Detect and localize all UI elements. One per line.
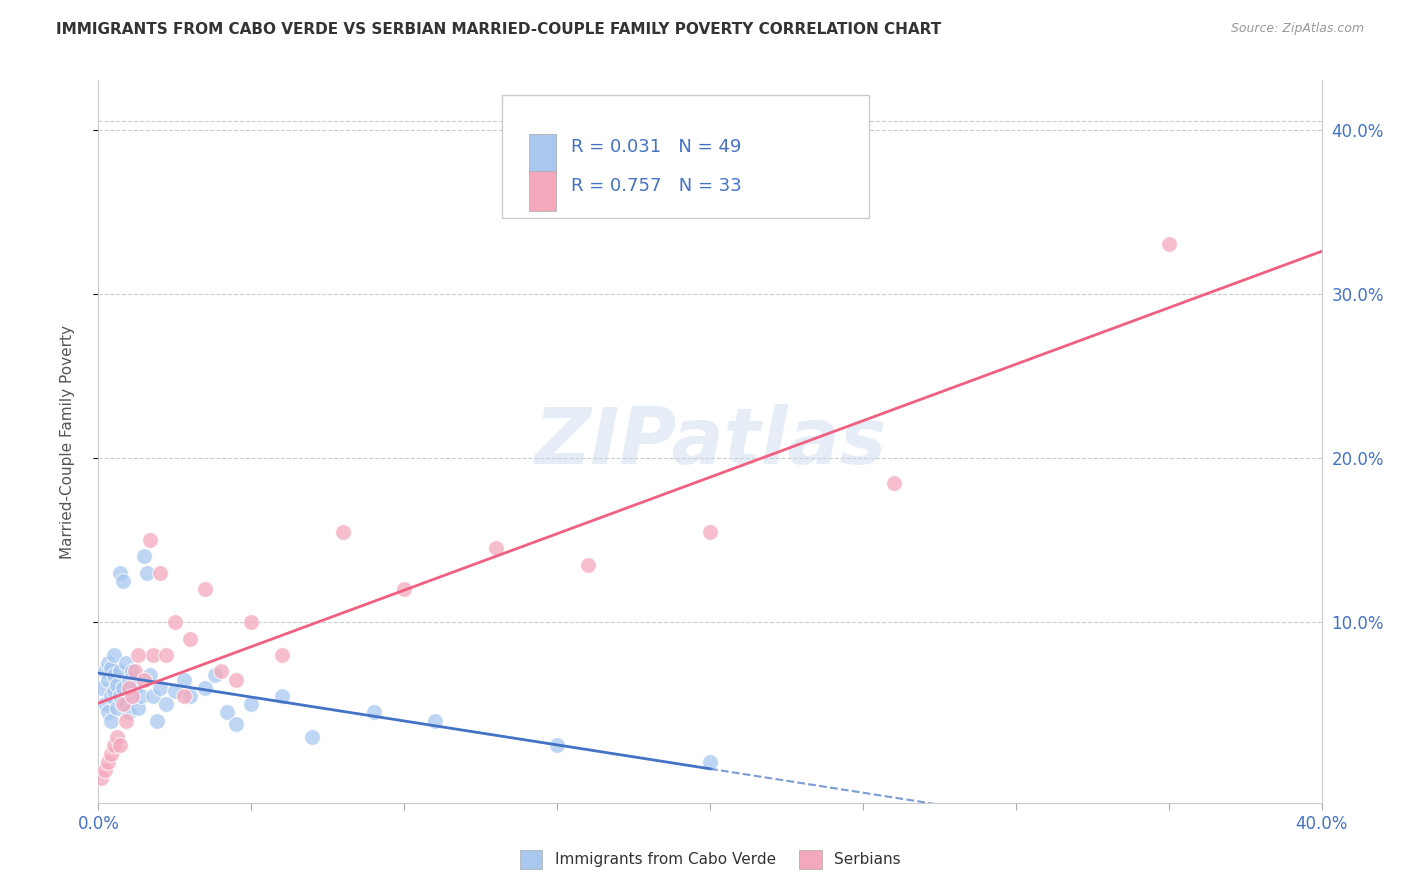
Text: R = 0.031   N = 49: R = 0.031 N = 49 [571,138,741,156]
FancyBboxPatch shape [529,134,555,174]
Point [173,689,195,703]
Legend: Immigrants from Cabo Verde, Serbians: Immigrants from Cabo Verde, Serbians [513,844,907,875]
Text: IMMIGRANTS FROM CABO VERDE VS SERBIAN MARRIED-COUPLE FAMILY POVERTY CORRELATION : IMMIGRANTS FROM CABO VERDE VS SERBIAN MA… [56,22,942,37]
Point [142,648,165,662]
Point [100,689,122,703]
Point [105,730,128,744]
Text: Source: ZipAtlas.com: Source: ZipAtlas.com [1230,22,1364,36]
Point [209,665,232,679]
Point [155,698,177,712]
Text: ZIPatlas: ZIPatlas [534,403,886,480]
Point [225,717,247,731]
Point [129,689,152,703]
Point [105,700,128,714]
Text: R = 0.757   N = 33: R = 0.757 N = 33 [571,178,741,195]
Point [127,648,149,662]
Point [149,681,172,695]
Point [270,648,292,662]
Point [194,681,217,695]
Point [145,714,167,728]
Point [111,681,134,695]
Point [179,632,201,646]
Point [883,475,905,490]
Point [97,673,120,687]
Y-axis label: Married-Couple Family Poverty: Married-Couple Family Poverty [60,325,75,558]
Point [136,566,159,580]
Point [270,689,292,703]
Point [134,549,156,564]
Point [90,771,112,785]
Point [108,689,131,703]
Point [103,648,125,662]
Point [225,673,247,687]
Point [127,700,149,714]
Point [194,582,217,597]
Point [363,706,385,720]
Point [240,615,263,630]
FancyBboxPatch shape [529,171,555,211]
Point [179,689,201,703]
Point [100,714,122,728]
Point [93,698,115,712]
Point [485,541,508,556]
Point [115,698,138,712]
Point [108,566,131,580]
Point [115,657,138,671]
Point [93,665,115,679]
Point [124,681,146,695]
Point [103,667,125,681]
Point [215,706,238,720]
Point [139,533,162,547]
Point [546,739,568,753]
Point [103,739,125,753]
Point [118,673,141,687]
Point [97,706,120,720]
Point [108,665,131,679]
Point [301,730,323,744]
Point [173,673,195,687]
Point [97,657,120,671]
FancyBboxPatch shape [502,95,869,218]
Point [90,681,112,695]
Point [142,689,165,703]
Point [240,698,263,712]
Point [204,667,226,681]
Point [576,558,599,572]
Point [121,689,143,703]
Point [97,755,120,769]
Point [103,684,125,698]
Point [118,706,141,720]
Point [115,714,138,728]
Point [163,615,186,630]
Point [121,665,143,679]
Point [392,582,416,597]
Point [100,747,122,761]
Point [105,677,128,691]
Point [111,698,134,712]
Point [155,648,177,662]
Point [108,739,131,753]
Point [163,684,186,698]
Point [134,673,156,687]
Point [111,574,134,588]
Point [139,667,162,681]
Point [699,755,721,769]
Point [1157,237,1180,252]
Point [100,661,122,675]
Point [121,689,143,703]
Point [332,524,354,539]
Point [118,681,141,695]
Point [423,714,446,728]
Point [124,665,146,679]
Point [93,763,115,777]
Point [699,524,721,539]
Point [149,566,172,580]
